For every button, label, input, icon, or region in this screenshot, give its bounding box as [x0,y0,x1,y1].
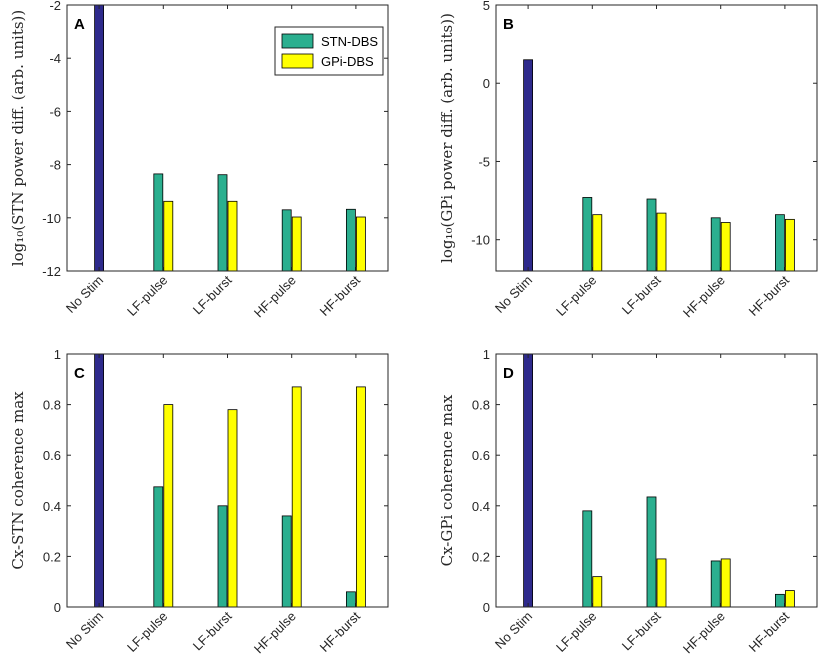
y-axis-label: log₁₀(GPi power diff. (arb. units)) [438,13,456,263]
panel-A: -12 -10 -8 -6 -4 -2 No Stim LF-pulse LF-burst HF-… [9,0,389,321]
ytick-label: 0.2 [43,549,61,564]
panel-label: D [503,365,514,382]
bar-A-gpi-dbs-3 [291,216,302,272]
y-axis-label: Cx-STN coherence max [9,391,27,570]
ytick-label: 0 [483,76,490,91]
bar-D-gpi-dbs-3 [720,558,731,608]
xtick-label: LF-burst [619,272,664,317]
xtick-label: HF-pulse [251,609,299,657]
panel-C: 0 0.2 0.4 0.6 0.8 1 No Stim LF-pulse LF-burst HF-… [9,347,389,657]
bar-A-stn-dbs-1 [153,173,164,272]
ytick-label: 0 [483,600,490,615]
bar-B-gpi-dbs-1 [592,214,603,272]
panel-label: A [74,16,85,33]
xtick-label: No Stim [492,609,535,652]
bar-D-stn-dbs-4 [775,593,785,608]
bar-C-stn-dbs-1 [153,486,164,608]
ytick-label: -8 [49,158,61,173]
bar-B-gpi-dbs-2 [656,212,667,272]
xtick-label: HF-burst [746,272,793,319]
ytick-label: 0.4 [472,499,490,514]
legend-label-gpi: GPi-DBS [321,54,374,69]
ytick-label: -6 [49,104,61,119]
bar-A-stn-dbs-4 [345,208,356,272]
axes-box-C [66,353,389,608]
ytick-label: 0.8 [472,398,490,413]
xtick-label: No Stim [63,273,106,316]
bar-B-gpi-dbs-3 [720,222,731,272]
ytick-label: 0.8 [43,398,61,413]
bar-B-stn-dbs-3 [710,217,721,272]
bar-D-gpi-dbs-1 [592,576,603,608]
panel-B: -10 -5 0 5 No Stim LF-pulse LF-burst HF-pulse HF… [438,0,818,321]
bar-B-stn-dbs-1 [582,197,593,272]
legend-swatch-gpi [281,53,314,69]
bar-D-gpi-dbs-4 [785,590,795,608]
xtick-label: LF-pulse [124,609,170,655]
bar-A-no-stim-0 [94,4,104,272]
panel-D: 0 0.2 0.4 0.6 0.8 1 No Stim LF-pulse LF-burst HF-… [438,347,818,657]
bar-C-gpi-dbs-4 [355,386,366,608]
ytick-label: -12 [42,264,61,279]
bar-C-stn-dbs-4 [345,591,356,608]
xtick-label: No Stim [63,609,106,652]
bar-C-gpi-dbs-1 [163,404,174,608]
xtick-label: LF-burst [190,608,235,653]
xtick-label: HF-burst [746,608,793,655]
ytick-label: 0.6 [43,448,61,463]
y-axis-label: log₁₀(STN power diff. (arb. units)) [9,10,27,266]
ytick-label: 1 [54,347,61,362]
bar-A-gpi-dbs-1 [163,200,174,272]
bar-B-stn-dbs-2 [646,198,657,272]
bar-B-no-stim-0 [523,59,533,272]
bar-C-gpi-dbs-3 [291,386,302,608]
ytick-label: -4 [49,51,61,66]
xtick-label: LF-burst [190,272,235,317]
axes-box-B [495,4,818,272]
ytick-label: -10 [471,233,490,248]
bar-A-gpi-dbs-2 [227,200,238,272]
legend-swatch-stn [281,33,314,49]
xtick-label: LF-pulse [553,273,599,319]
ytick-label: 0 [54,600,61,615]
bar-D-no-stim-0 [523,353,533,608]
xtick-label: HF-pulse [251,273,299,321]
xtick-label: LF-burst [619,608,664,653]
ytick-label: 0.4 [43,499,61,514]
bar-C-gpi-dbs-2 [227,409,238,608]
ytick-label: -2 [49,0,61,13]
bar-D-stn-dbs-3 [710,560,721,608]
ytick-label: 0.6 [472,448,490,463]
ytick-label: 1 [483,347,490,362]
bar-A-gpi-dbs-4 [355,216,366,272]
bar-A-stn-dbs-2 [217,174,228,272]
bar-D-stn-dbs-1 [582,510,593,608]
axes-box-D [495,353,818,608]
bar-C-stn-dbs-2 [217,505,228,608]
xtick-label: No Stim [492,273,535,316]
bar-B-stn-dbs-4 [775,214,785,272]
legend: STN-DBS GPi-DBS [274,26,384,76]
xtick-label: LF-pulse [553,609,599,655]
y-axis-label: Cx-GPi coherence max [438,394,456,566]
panel-label: C [74,365,85,382]
bar-C-no-stim-0 [94,353,104,608]
panel-label: B [503,16,514,33]
bar-C-stn-dbs-3 [281,515,292,608]
legend-label-stn: STN-DBS [321,34,378,49]
xtick-label: HF-burst [317,272,364,319]
bar-A-stn-dbs-3 [281,209,292,272]
ytick-label: -5 [478,154,490,169]
bar-D-gpi-dbs-2 [656,558,667,608]
bar-D-stn-dbs-2 [646,496,657,608]
xtick-label: HF-burst [317,608,364,655]
ytick-label: 5 [483,0,490,13]
ytick-label: -10 [42,211,61,226]
xtick-label: HF-pulse [680,609,728,657]
xtick-label: LF-pulse [124,273,170,319]
xtick-label: HF-pulse [680,273,728,321]
bar-B-gpi-dbs-4 [785,218,795,272]
ytick-label: 0.2 [472,549,490,564]
